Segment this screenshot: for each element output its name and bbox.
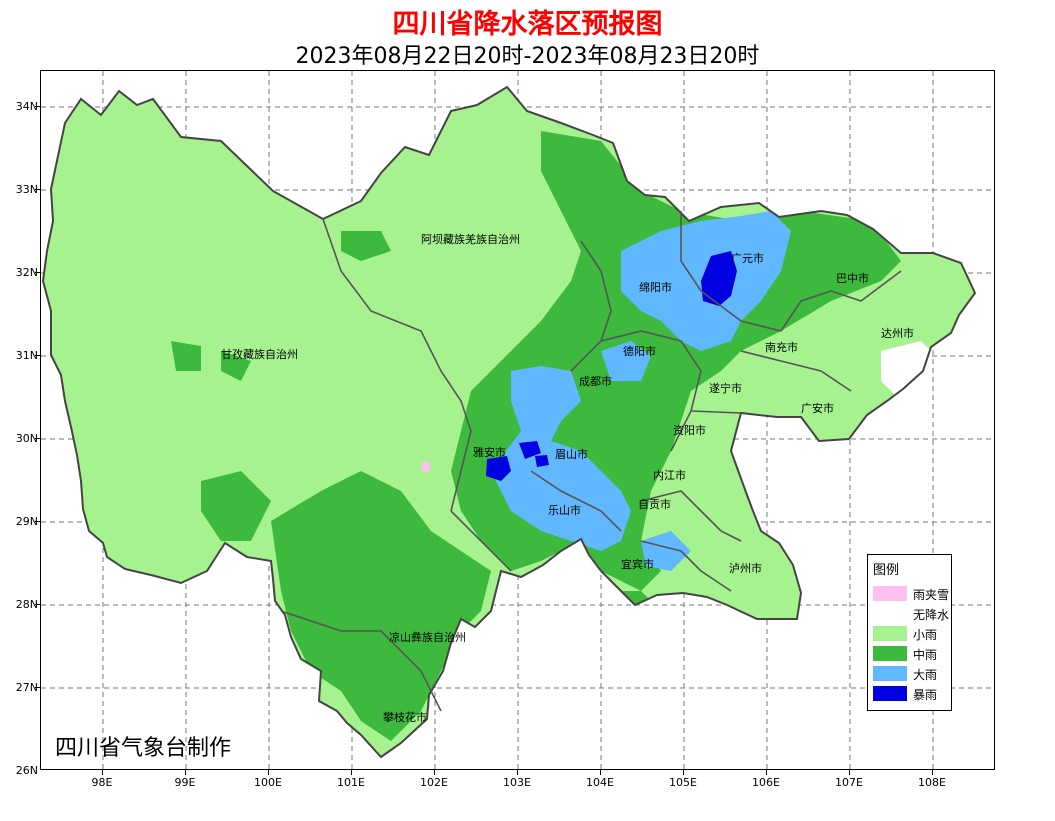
legend-item-sleet: 雨夹雪 bbox=[873, 585, 951, 602]
region-label-bazhong: 巴中市 bbox=[836, 271, 869, 285]
y-tick-32n: 32N bbox=[15, 266, 38, 279]
legend-swatch-sleet bbox=[873, 586, 907, 601]
map-subtitle: 2023年08月22日20时-2023年08月23日20时 bbox=[295, 44, 760, 69]
region-label-leshan: 乐山市 bbox=[548, 503, 581, 517]
y-tickmark bbox=[35, 438, 40, 439]
region-label-mianyang: 绵阳市 bbox=[639, 280, 672, 294]
producer-credit: 四川省气象台制作 bbox=[55, 736, 232, 761]
region-label-deyang: 德阳市 bbox=[623, 344, 656, 358]
region-label-ganzi: 甘孜藏族自治州 bbox=[221, 347, 298, 361]
region-label-yaan: 雅安市 bbox=[473, 445, 506, 459]
legend-label-moderate-rain: 中雨 bbox=[913, 648, 938, 662]
sleet-area bbox=[421, 461, 431, 473]
x-tickmark bbox=[102, 770, 103, 775]
x-tickmark bbox=[185, 770, 186, 775]
region-label-chengdu: 成都市 bbox=[579, 374, 612, 388]
region-label-meishan: 眉山市 bbox=[555, 447, 588, 461]
y-tick-28n: 28N bbox=[15, 598, 38, 611]
y-tickmark bbox=[35, 106, 40, 107]
legend-label-no-rain: 无降水 bbox=[913, 608, 950, 622]
y-tick-33n: 33N bbox=[15, 183, 38, 196]
y-tickmark bbox=[35, 189, 40, 190]
y-tickmark bbox=[35, 355, 40, 356]
legend-swatch-moderate-rain bbox=[873, 646, 907, 661]
legend: 图例 雨夹雪 无降水 小雨 中雨 大雨 暴雨 bbox=[867, 554, 952, 711]
legend-label-rainstorm: 暴雨 bbox=[913, 688, 938, 702]
x-tickmark bbox=[600, 770, 601, 775]
region-label-nanchong: 南充市 bbox=[765, 340, 798, 354]
x-tickmark bbox=[517, 770, 518, 775]
region-label-guangyuan: 广元市 bbox=[731, 251, 764, 265]
x-tickmark bbox=[932, 770, 933, 775]
no-rain-area bbox=[881, 341, 941, 401]
region-labels: 阿坝藏族羌族自治州 甘孜藏族自治州 凉山彝族自治州 攀枝花市 雅安市 眉山市 乐… bbox=[221, 232, 914, 724]
region-label-guangan: 广安市 bbox=[801, 401, 834, 415]
map-canvas: 阿坝藏族羌族自治州 甘孜藏族自治州 凉山彝族自治州 攀枝花市 雅安市 眉山市 乐… bbox=[41, 71, 994, 769]
region-label-zigong: 自贡市 bbox=[638, 497, 671, 511]
legend-swatch-rainstorm bbox=[873, 686, 907, 701]
x-tick-107e: 107E bbox=[835, 776, 863, 789]
legend-item-no-rain: 无降水 bbox=[873, 605, 951, 622]
x-tick-104e: 104E bbox=[586, 776, 614, 789]
y-tick-34n: 34N bbox=[15, 100, 38, 113]
y-tick-27n: 27N bbox=[15, 681, 38, 694]
region-label-neijiang: 内江市 bbox=[653, 468, 686, 482]
region-label-aba: 阿坝藏族羌族自治州 bbox=[421, 232, 520, 246]
x-tickmark bbox=[351, 770, 352, 775]
prefecture-borders bbox=[280, 211, 902, 712]
legend-item-moderate-rain: 中雨 bbox=[873, 645, 951, 662]
x-tickmark bbox=[683, 770, 684, 775]
x-tickmark bbox=[434, 770, 435, 775]
legend-item-rainstorm: 暴雨 bbox=[873, 685, 951, 702]
x-tick-101e: 101E bbox=[337, 776, 365, 789]
y-tickmark bbox=[35, 604, 40, 605]
x-tick-102e: 102E bbox=[420, 776, 448, 789]
region-label-panzhihua: 攀枝花市 bbox=[383, 710, 427, 724]
legend-label-light-rain: 小雨 bbox=[913, 628, 938, 642]
y-tick-26n: 26N bbox=[15, 764, 38, 777]
y-tickmark bbox=[35, 687, 40, 688]
x-tick-105e: 105E bbox=[669, 776, 697, 789]
map-frame: 阿坝藏族羌族自治州 甘孜藏族自治州 凉山彝族自治州 攀枝花市 雅安市 眉山市 乐… bbox=[40, 70, 995, 770]
x-tick-108e: 108E bbox=[918, 776, 946, 789]
region-label-dazhou: 达州市 bbox=[881, 326, 914, 340]
region-label-luzhou: 泸州市 bbox=[729, 561, 762, 575]
x-tickmark bbox=[849, 770, 850, 775]
map-title: 四川省降水落区预报图 bbox=[392, 9, 663, 40]
legend-item-light-rain: 小雨 bbox=[873, 625, 951, 642]
x-tick-99e: 99E bbox=[174, 776, 196, 789]
x-tick-100e: 100E bbox=[254, 776, 282, 789]
x-tick-98e: 98E bbox=[91, 776, 113, 789]
x-tick-103e: 103E bbox=[503, 776, 531, 789]
region-label-liangshan: 凉山彝族自治州 bbox=[389, 630, 466, 644]
region-label-yibin: 宜宾市 bbox=[621, 557, 654, 571]
legend-swatch-light-rain bbox=[873, 626, 907, 641]
region-label-ziyang: 资阳市 bbox=[673, 423, 706, 437]
x-tick-106e: 106E bbox=[752, 776, 780, 789]
x-tickmark bbox=[268, 770, 269, 775]
legend-title: 图例 bbox=[873, 563, 900, 578]
y-tickmark bbox=[35, 521, 40, 522]
region-label-suining: 遂宁市 bbox=[709, 381, 742, 395]
y-tick-30n: 30N bbox=[15, 432, 38, 445]
y-tickmark bbox=[35, 272, 40, 273]
legend-swatch-no-rain bbox=[873, 606, 907, 621]
x-tickmark bbox=[766, 770, 767, 775]
rainstorm-area bbox=[486, 251, 737, 481]
legend-swatch-heavy-rain bbox=[873, 666, 907, 681]
legend-item-heavy-rain: 大雨 bbox=[873, 665, 951, 682]
legend-label-heavy-rain: 大雨 bbox=[913, 668, 938, 682]
legend-label-sleet: 雨夹雪 bbox=[913, 588, 950, 602]
y-tick-29n: 29N bbox=[15, 515, 38, 528]
y-tick-31n: 31N bbox=[15, 349, 38, 362]
